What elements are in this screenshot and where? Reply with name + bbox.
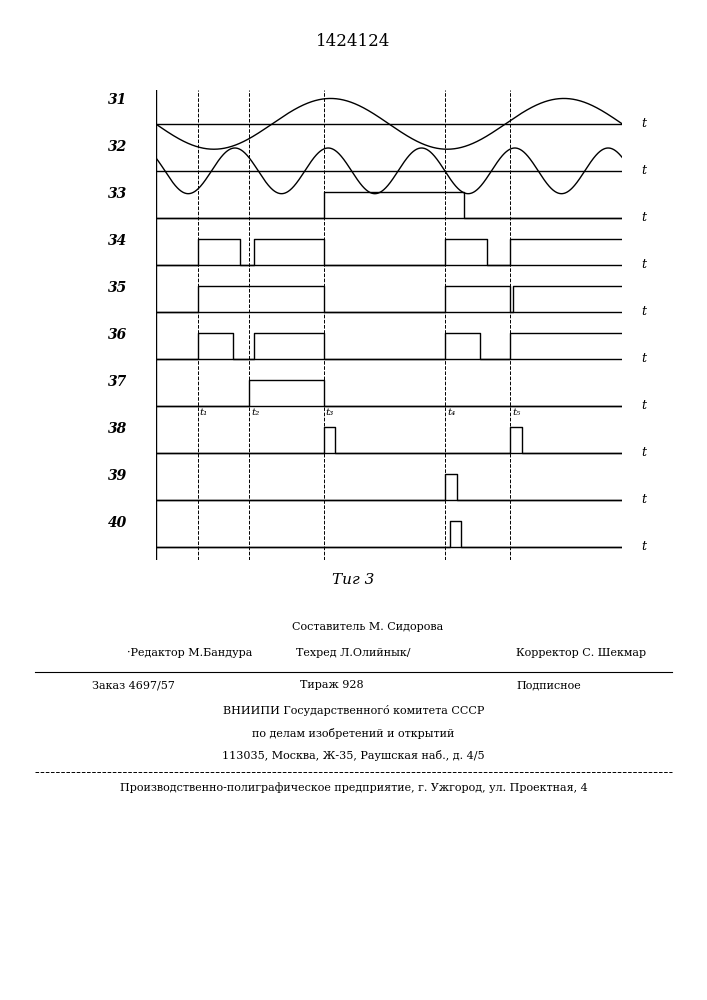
Text: 36: 36 <box>108 328 127 342</box>
Text: ВНИИПИ Государственного́ комитета СССР: ВНИИПИ Государственного́ комитета СССР <box>223 705 484 716</box>
Text: 33: 33 <box>108 187 127 201</box>
Text: t: t <box>641 446 645 459</box>
Text: t: t <box>641 258 645 271</box>
Text: t: t <box>641 164 645 177</box>
Text: Тираж 928: Тираж 928 <box>300 680 364 690</box>
Text: Τиг 3: Τиг 3 <box>332 573 375 587</box>
Text: 39: 39 <box>108 469 127 483</box>
Text: 31: 31 <box>108 93 127 107</box>
Text: ·Редактор М.Бандура: ·Редактор М.Бандура <box>127 648 252 658</box>
Text: Техред Л.Олийнык∕: Техред Л.Олийнык∕ <box>296 648 411 658</box>
Text: 1424124: 1424124 <box>316 33 391 50</box>
Text: 34: 34 <box>108 234 127 248</box>
Text: t₃: t₃ <box>326 408 334 417</box>
Text: t: t <box>641 117 645 130</box>
Text: Корректор С. Шекмар: Корректор С. Шекмар <box>516 648 646 658</box>
Text: t: t <box>641 305 645 318</box>
Text: Подписное: Подписное <box>516 680 581 690</box>
Text: 40: 40 <box>108 516 127 530</box>
Text: Составитель М. Сидорова: Составитель М. Сидорова <box>292 622 443 632</box>
Text: 32: 32 <box>108 140 127 154</box>
Text: Производственно-полиграфическое предприятие, г. Ужгород, ул. Проектная, 4: Производственно-полиграфическое предприя… <box>119 782 588 793</box>
Text: 113035, Москва, Ж-35, Раушская наб., д. 4/5: 113035, Москва, Ж-35, Раушская наб., д. … <box>222 750 485 761</box>
Text: t: t <box>641 493 645 506</box>
Text: t₄: t₄ <box>448 408 455 417</box>
Text: t: t <box>641 540 645 553</box>
Text: 38: 38 <box>108 422 127 436</box>
Text: t: t <box>641 399 645 412</box>
Text: 35: 35 <box>108 281 127 295</box>
Text: t₂: t₂ <box>251 408 259 417</box>
Text: t₅: t₅ <box>513 408 521 417</box>
Text: t₁: t₁ <box>200 408 208 417</box>
Text: t: t <box>641 352 645 365</box>
Text: Заказ 4697/57: Заказ 4697/57 <box>92 680 175 690</box>
Text: по делам изобретений и открытий: по делам изобретений и открытий <box>252 728 455 739</box>
Text: t: t <box>641 211 645 224</box>
Text: 37: 37 <box>108 375 127 389</box>
